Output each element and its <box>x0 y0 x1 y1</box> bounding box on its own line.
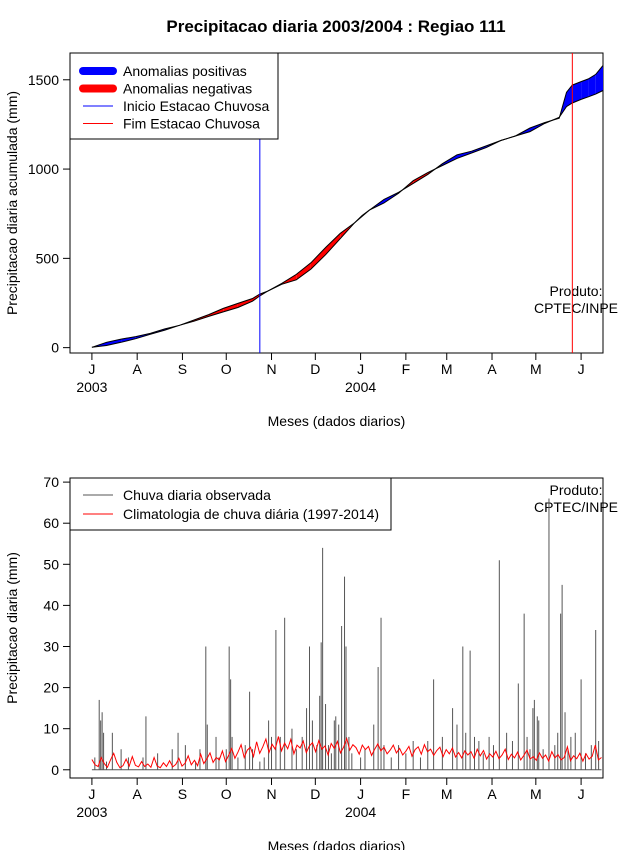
positive-anomaly-area <box>121 336 136 343</box>
bottom-y-tick-label: 60 <box>43 515 59 531</box>
daily-precip-plot: 0 10 20 30 40 50 60 70 J A S O N D J F M A M J 2003 2004 Meses… <box>4 474 618 850</box>
top-legend-label: Anomalias positivas <box>123 63 247 79</box>
top-y-axis-label: Precipitacao diaria acumulada (mm) <box>4 91 20 315</box>
positive-anomaly-area <box>566 85 573 107</box>
top-x-axis-label: Meses (dados diarios) <box>268 413 406 429</box>
bottom-month-label: F <box>402 786 411 802</box>
negative-anomaly-area <box>310 247 326 270</box>
bottom-y-tick-label: 30 <box>43 638 59 654</box>
negative-anomaly-area <box>296 262 311 280</box>
bottom-y-axis-label: Precipitacao diaria (mm) <box>4 552 20 704</box>
bottom-y-tick-label: 40 <box>43 597 59 613</box>
top-y-tick-label: 0 <box>51 340 59 356</box>
bottom-y-tick-label: 20 <box>43 680 59 696</box>
top-year-label: 2003 <box>76 379 107 395</box>
top-month-label: J <box>357 361 364 377</box>
bottom-month-label: N <box>266 786 276 802</box>
bottom-month-label: A <box>487 786 497 802</box>
bottom-product-label: Produto: <box>550 482 603 498</box>
top-month-label: N <box>266 361 276 377</box>
positive-anomaly-area <box>572 81 582 103</box>
bottom-year-label: 2003 <box>76 804 107 820</box>
top-month-label: S <box>178 361 187 377</box>
bottom-month-label: M <box>441 786 453 802</box>
top-plot-frame <box>69 52 604 354</box>
bottom-legend-label: Chuva diaria observada <box>123 487 271 503</box>
top-month-label: O <box>221 361 232 377</box>
top-legend-label: Anomalias negativas <box>123 81 252 97</box>
top-legend-label: Inicio Estacao Chuvosa <box>123 98 270 114</box>
bottom-month-label: A <box>133 786 143 802</box>
bottom-y-tick-label: 0 <box>51 762 59 778</box>
bottom-y-tick-label: 50 <box>43 556 59 572</box>
top-month-label: J <box>578 361 585 377</box>
negative-anomaly-area <box>237 298 253 308</box>
top-y-tick-label: 1500 <box>28 72 59 88</box>
positive-anomaly-area <box>106 339 122 346</box>
bottom-month-label: M <box>530 786 542 802</box>
top-month-label: M <box>530 361 542 377</box>
bottom-month-label: S <box>178 786 187 802</box>
top-year-label: 2004 <box>345 379 376 395</box>
top-month-label: A <box>133 361 143 377</box>
observed-accumulated-line <box>91 65 604 348</box>
top-legend-label: Fim Estacao Chuvosa <box>123 116 260 132</box>
top-y-tick-label: 500 <box>36 250 60 266</box>
accumulated-precip-plot: 0 500 1000 1500 J A S O N D J F M A M J 2003 2004 Meses (d… <box>4 52 618 429</box>
bottom-x-axis-label: Meses (dados diarios) <box>268 838 406 850</box>
chart-title: Precipitacao diaria 2003/2004 : Regiao 1… <box>166 17 505 36</box>
top-product-label: CPTEC/INPE <box>534 300 618 316</box>
bottom-year-label: 2004 <box>345 804 376 820</box>
bottom-legend-box <box>69 477 392 531</box>
top-month-label: A <box>487 361 497 377</box>
bottom-y-tick-label: 70 <box>43 474 59 490</box>
top-y-tick-label: 1000 <box>28 161 59 177</box>
bottom-product-label: CPTEC/INPE <box>534 499 618 515</box>
bottom-legend-label: Climatologia de chuva diária (1997-2014) <box>123 506 379 522</box>
positive-anomaly-area <box>588 74 596 97</box>
positive-anomaly-area <box>581 78 589 100</box>
top-month-label: D <box>310 361 320 377</box>
top-month-label: F <box>402 361 411 377</box>
bottom-month-label: D <box>310 786 320 802</box>
bottom-month-label: J <box>357 786 364 802</box>
bottom-month-label: J <box>88 786 95 802</box>
climatology-daily-line <box>91 736 602 769</box>
top-month-label: J <box>88 361 95 377</box>
negative-anomaly-area <box>325 233 341 255</box>
bottom-y-tick-label: 10 <box>43 721 59 737</box>
bottom-month-label: O <box>221 786 232 802</box>
top-month-label: M <box>441 361 453 377</box>
bottom-month-label: J <box>578 786 585 802</box>
negative-anomaly-area <box>223 303 238 312</box>
top-product-label: Produto: <box>550 283 603 299</box>
